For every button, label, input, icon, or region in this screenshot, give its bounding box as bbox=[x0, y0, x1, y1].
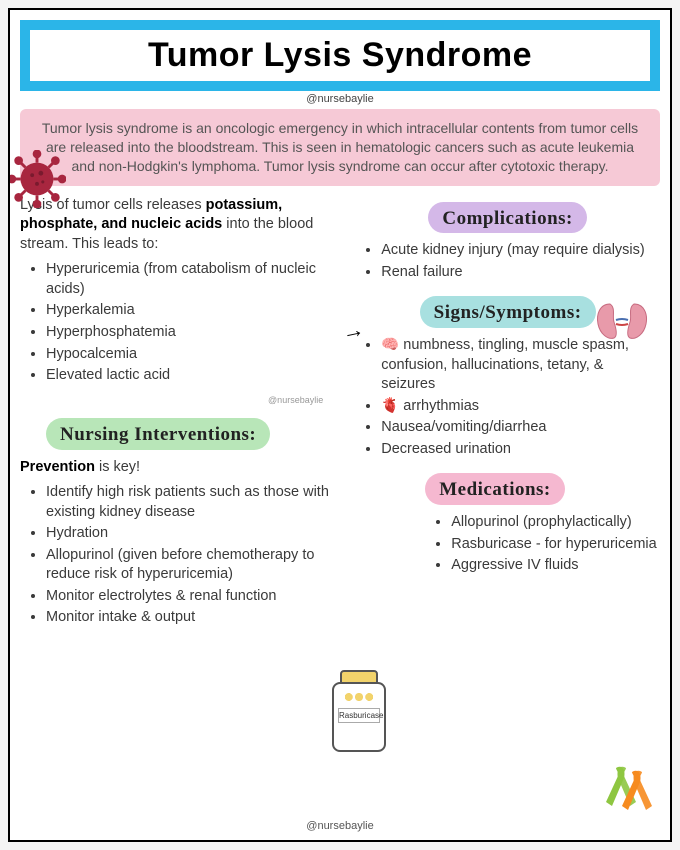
list-item: Aggressive IV fluids bbox=[451, 556, 660, 576]
list-item: Renal failure bbox=[381, 263, 660, 283]
list-item: Acute kidney injury (may require dialysi… bbox=[381, 241, 660, 261]
infographic-card: Tumor Lysis Syndrome @nursebaylie Tumor … bbox=[8, 8, 672, 842]
list-item: Allopurinol (prophylactically) bbox=[451, 513, 660, 533]
author-handle-bottom: @nursebaylie bbox=[10, 820, 670, 832]
list-item: Allopurinol (given before chemotherapy t… bbox=[46, 546, 337, 585]
lead-text: Lysis of tumor cells releases potassium,… bbox=[20, 196, 337, 255]
medicine-bottle-icon: Rasburicase bbox=[324, 670, 394, 752]
list-item: Hypocalcemia bbox=[46, 345, 337, 365]
list-item: Hydration bbox=[46, 524, 337, 544]
list-item: Hyperphosphatemia bbox=[46, 323, 337, 343]
awareness-ribbon-icon bbox=[602, 762, 656, 816]
title-bar: Tumor Lysis Syndrome bbox=[20, 20, 660, 91]
title-inner: Tumor Lysis Syndrome bbox=[30, 30, 650, 81]
list-item: Rasburicase - for hyperuricemia bbox=[451, 535, 660, 555]
intro-box: Tumor lysis syndrome is an oncologic eme… bbox=[20, 109, 660, 186]
kidney-icon bbox=[592, 300, 652, 344]
columns: Lysis of tumor cells releases potassium,… bbox=[20, 196, 660, 636]
list-item: Monitor intake & output bbox=[46, 608, 337, 628]
list-item: Hyperuricemia (from catabolism of nuclei… bbox=[46, 260, 337, 299]
nursing-label: Nursing Interventions: bbox=[46, 418, 270, 450]
list-item: Nausea/vomiting/diarrhea bbox=[381, 418, 660, 438]
complications-list: Acute kidney injury (may require dialysi… bbox=[355, 241, 660, 282]
signs-label: Signs/Symptoms: bbox=[420, 296, 596, 328]
signs-list: 🧠 numbness, tingling, muscle spasm, conf… bbox=[355, 336, 660, 459]
list-item: Decreased urination bbox=[381, 440, 660, 460]
list-item: Elevated lactic acid bbox=[46, 366, 337, 386]
prevention-text: Prevention is key! bbox=[20, 458, 337, 478]
nursing-list: Identify high risk patients such as thos… bbox=[20, 483, 337, 628]
watermark: @nursebaylie bbox=[20, 394, 337, 406]
prevention-bold: Prevention bbox=[20, 459, 95, 475]
prevention-rest: is key! bbox=[95, 459, 140, 475]
page-title: Tumor Lysis Syndrome bbox=[42, 36, 638, 75]
right-column: Complications: Acute kidney injury (may … bbox=[349, 196, 660, 636]
list-item: 🧠 numbness, tingling, muscle spasm, conf… bbox=[381, 336, 660, 395]
meds-label: Medications: bbox=[425, 473, 565, 505]
author-handle-top: @nursebaylie bbox=[20, 93, 660, 105]
meds-section: Medications: Allopurinol (prophylactical… bbox=[425, 467, 660, 575]
lead-list: Hyperuricemia (from catabolism of nuclei… bbox=[20, 260, 337, 385]
list-item: Monitor electrolytes & renal function bbox=[46, 587, 337, 607]
left-column: Lysis of tumor cells releases potassium,… bbox=[20, 196, 337, 636]
bottle-label: Rasburicase bbox=[338, 708, 380, 723]
list-item: 🫀 arrhythmias bbox=[381, 397, 660, 417]
complications-section: Complications: Acute kidney injury (may … bbox=[355, 196, 660, 283]
meds-list: Allopurinol (prophylactically) Rasburica… bbox=[425, 513, 660, 576]
list-item: Hyperkalemia bbox=[46, 301, 337, 321]
list-item: Identify high risk patients such as thos… bbox=[46, 483, 337, 522]
complications-label: Complications: bbox=[428, 202, 587, 234]
virus-icon bbox=[8, 150, 66, 208]
